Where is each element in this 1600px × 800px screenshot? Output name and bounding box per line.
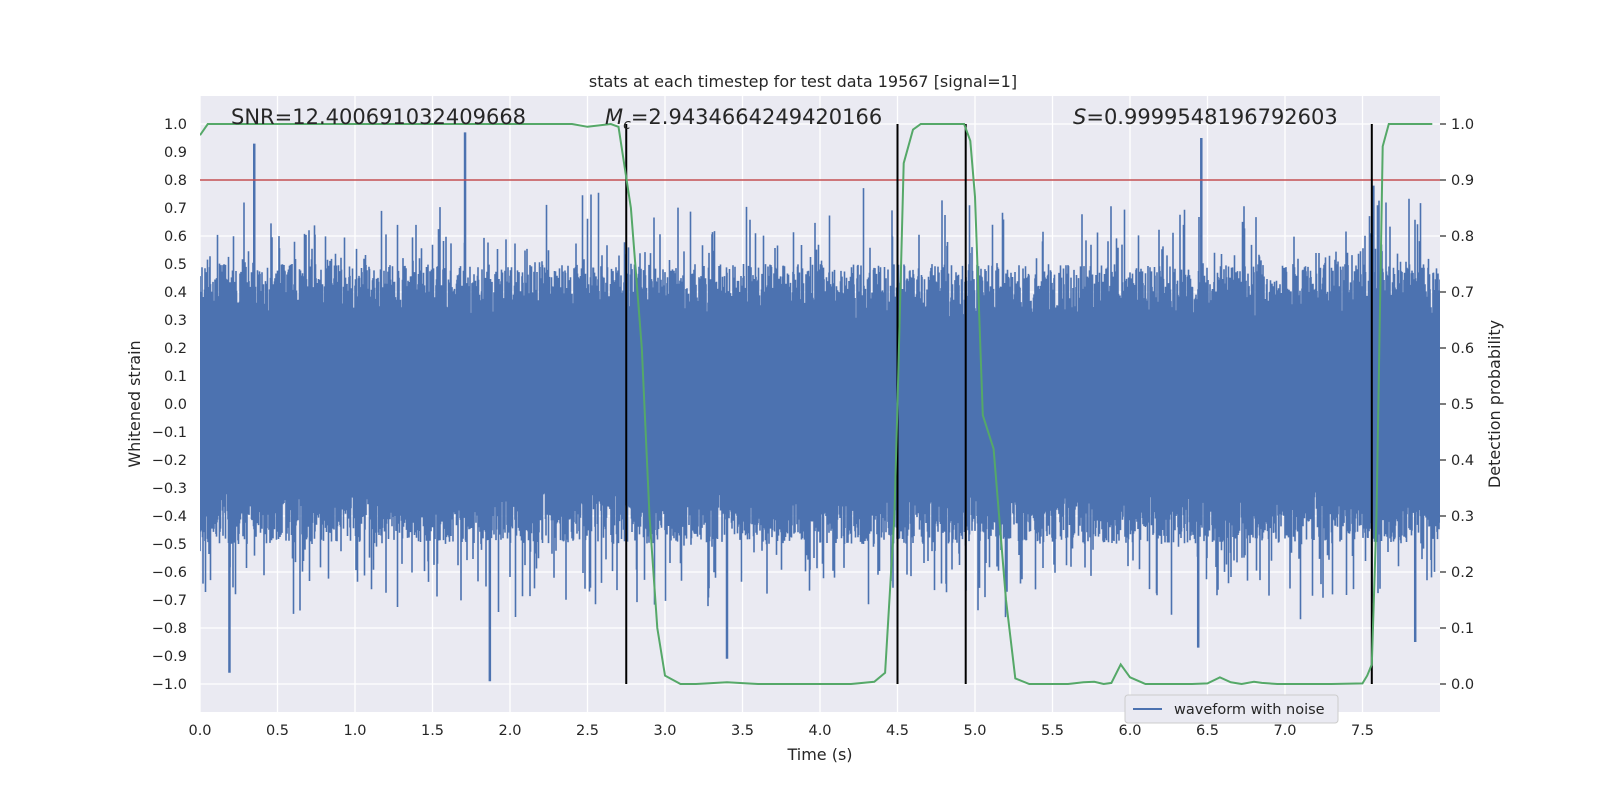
left-y-tick-label: 0.2 [164,341,187,357]
x-tick-label: 7.0 [1273,723,1296,739]
left-y-tick-label: 0.6 [164,229,187,245]
x-tick-label: 2.0 [498,723,521,739]
chirp-mass-annotation: Mc=2.9434664249420166 [605,105,882,133]
event-markers [625,124,1373,684]
chirp-mass-symbol: M [605,105,623,129]
right-y-tick-label: 0.9 [1451,173,1474,189]
x-axis-label: Time (s) [786,745,852,764]
detection-probability-series [200,122,1433,686]
waveform-spikes [228,132,1417,682]
x-tick-label: 7.5 [1351,723,1374,739]
snr-annotation: SNR=12.400691032409668 [231,105,526,129]
x-tick-label: 3.0 [653,723,676,739]
left-y-tick-label: −0.4 [152,509,187,525]
x-tick-label: 2.5 [576,723,599,739]
x-tick-label: 0.0 [188,723,211,739]
right-y-tick-label: 0.6 [1451,341,1474,357]
left-y-tick-label: 0.0 [164,397,187,413]
x-tick-label: 3.5 [731,723,754,739]
x-tick-label: 4.5 [886,723,909,739]
waveform-series [200,188,1440,620]
chirp-mass-subscript: c [623,117,631,133]
left-y-tick-label: −0.3 [152,481,187,497]
left-y-tick-label: 0.4 [164,285,187,301]
left-y-tick-label: −0.2 [152,453,187,469]
s-symbol: S [1073,105,1086,129]
right-y-tick-label: 0.3 [1451,509,1474,525]
left-y-tick-label: −0.1 [152,425,187,441]
left-y-tick-label: 0.7 [164,201,187,217]
left-y-axis-ticks: 1.0 0.9 0.8 0.7 0.6 0.5 0.4 0.3 0.2 0.1 0.0 −0.1 −0.… [152,117,187,693]
left-y-axis-label: Whitened strain [125,340,144,467]
x-tick-label: 5.0 [963,723,986,739]
x-tick-label: 0.5 [266,723,289,739]
right-y-tick-label: 0.0 [1451,677,1474,693]
x-tick-label: 4.0 [808,723,831,739]
right-y-tick-label: 0.7 [1451,285,1474,301]
left-y-tick-label: −0.6 [152,565,187,581]
left-y-tick-label: −1.0 [152,677,187,693]
right-y-tick-label: 0.8 [1451,229,1474,245]
right-y-tick-label: 0.5 [1451,397,1474,413]
legend-box [1124,694,1339,724]
legend-label: waveform with noise [1174,702,1325,718]
left-y-tick-label: −0.7 [152,593,187,609]
right-y-tick-label: 0.2 [1451,565,1474,581]
x-tick-label: 1.0 [343,723,366,739]
left-y-tick-label: 0.1 [164,369,187,385]
left-y-tick-label: −0.5 [152,537,187,553]
left-y-tick-label: 0.9 [164,145,187,161]
x-tick-label: 6.0 [1118,723,1141,739]
right-y-tick-label: 0.1 [1451,621,1474,637]
right-y-tick-label: 0.4 [1451,453,1474,469]
x-axis-ticks: 0.0 0.5 1.0 1.5 2.0 2.5 3.0 3.5 4.0 4.5 5.0 5.5 6.0 6… [188,723,1374,739]
x-tick-label: 5.5 [1041,723,1064,739]
x-tick-label: 6.5 [1196,723,1219,739]
left-y-tick-label: 0.5 [164,257,187,273]
s-annotation: S=0.9999548196792603 [1073,105,1338,129]
right-y-axis-label: Detection probability [1485,320,1504,488]
left-y-tick-label: −0.8 [152,621,187,637]
x-tick-label: 1.5 [421,723,444,739]
s-value: =0.9999548196792603 [1086,105,1337,129]
legend: waveform with noise [1124,694,1339,724]
chirp-mass-value: =2.9434664249420166 [631,105,882,129]
left-y-tick-label: 0.3 [164,313,187,329]
chart-title: stats at each timestep for test data 195… [589,72,1017,91]
left-y-tick-label: 1.0 [164,117,187,133]
right-y-tick-label: 1.0 [1451,117,1474,133]
left-y-tick-label: −0.9 [152,649,187,665]
left-y-tick-label: 0.8 [164,173,187,189]
right-y-axis-ticks: 1.0 0.9 0.8 0.7 0.6 0.5 0.4 0.3 0.2 0.1 0.0 [1440,117,1474,693]
